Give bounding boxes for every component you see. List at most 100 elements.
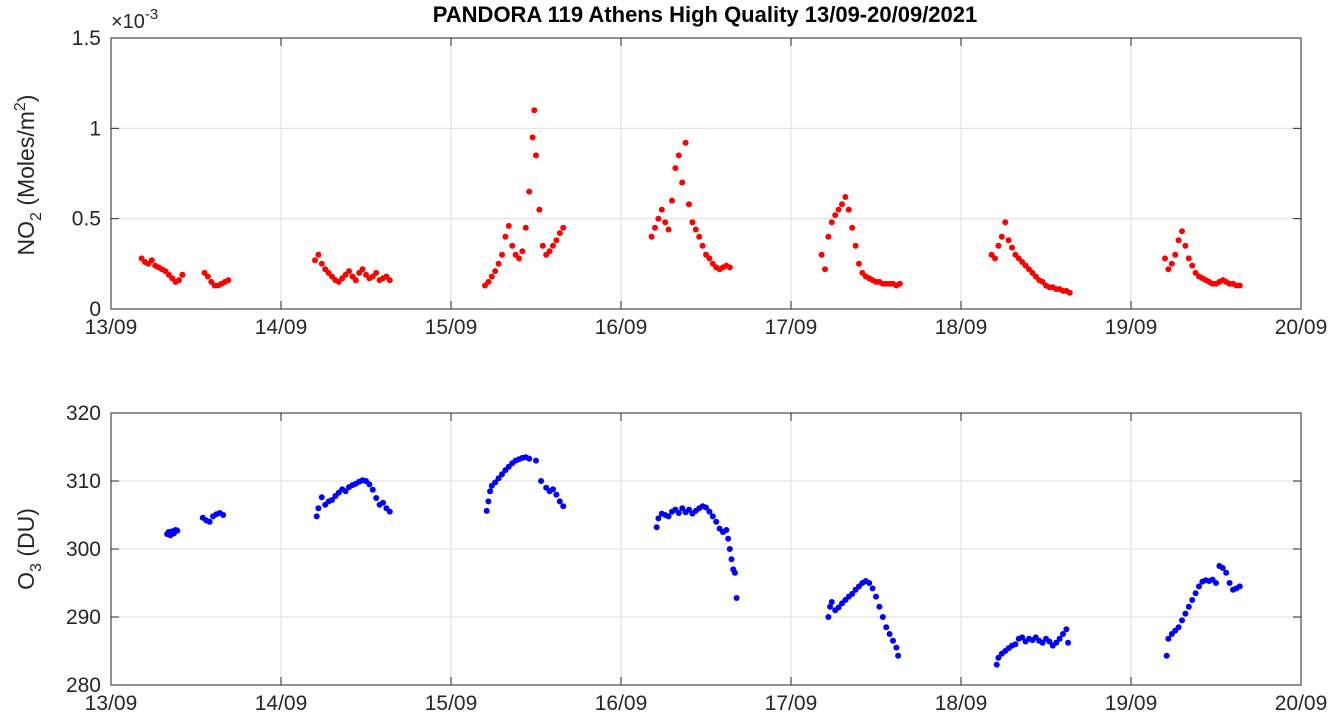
data-point [366,481,373,488]
data-point [818,251,825,258]
data-point [329,497,335,503]
data-point [352,277,359,284]
data-point [893,644,900,651]
data-point [516,255,522,262]
data-series [138,107,1243,296]
data-point [725,535,732,542]
data-point [845,206,852,213]
data-point [849,224,856,231]
data-point [526,188,533,195]
data-point [225,277,232,284]
data-point [1182,242,1189,249]
axes-box [110,37,1302,310]
data-point [665,513,672,520]
data-point [556,230,563,237]
data-point [675,510,682,516]
data-point [509,242,516,249]
data-point [822,266,828,273]
data-point [835,206,842,213]
data-point [1189,262,1196,269]
y-tick-label: 1 [89,117,101,140]
data-point [1163,652,1170,659]
data-point [312,257,318,264]
data-point [653,524,660,531]
data-point [706,508,713,515]
y-exponent-label: ×10-3 [111,6,158,33]
data-point [560,503,567,510]
data-point [1009,244,1015,251]
data-point [495,260,502,267]
data-point [662,219,669,226]
x-tick-label: 17/09 [765,692,818,715]
x-tick-label: 13/09 [85,316,138,339]
data-point [492,268,499,275]
data-point [485,498,492,505]
data-point [359,266,366,273]
data-point [536,206,543,213]
data-point [873,593,879,600]
data-point [699,242,706,249]
data-point [315,505,322,512]
data-point [686,506,692,513]
data-point [1056,635,1063,642]
data-point [538,478,545,484]
data-point [896,280,903,287]
data-point [220,512,227,518]
y-tick-label: 300 [66,538,101,561]
o3-panel: 13/09 14/09 15/09 16/09 17/09 18/09 19/09 20/09… [13,402,1327,715]
data-point [1060,631,1066,637]
data-point [728,556,735,563]
data-point [386,277,393,284]
data-point [206,518,213,525]
data-point [1066,289,1073,296]
data-point [655,215,662,222]
data-point [499,471,505,478]
x-tick-label: 19/09 [1105,692,1158,715]
data-point [1223,569,1230,576]
data-point [828,219,835,226]
data-point [1172,251,1179,258]
data-point [1175,237,1182,244]
data-point [679,179,686,186]
data-point [1168,260,1175,267]
data-point [856,260,862,267]
data-point [672,165,679,172]
data-point [492,479,499,486]
data-point [502,233,509,240]
data-point [706,255,713,262]
data-point [726,264,733,271]
x-tick-label: 15/09 [425,316,478,339]
y-tick-label: 1.5 [72,27,101,50]
data-point [995,242,1002,249]
data-point [890,637,896,644]
data-point [992,255,998,262]
data-point [487,488,494,495]
x-tick-label: 19/09 [1105,316,1158,339]
data-point [1236,583,1243,590]
data-point [318,260,325,267]
data-point [560,224,567,231]
data-point [883,624,890,631]
data-point [828,599,835,605]
data-point [1189,597,1196,603]
x-tick-label: 13/09 [85,692,138,715]
data-point [1213,580,1219,586]
data-point [825,614,832,620]
data-point [553,491,560,498]
data-point [1179,617,1185,624]
data-point [665,226,672,233]
no2-panel: 13/09 14/09 15/09 16/09 17/09 18/09 19/09 20/09… [12,6,1327,339]
data-point [825,233,832,240]
data-point [669,197,675,204]
data-point [879,614,886,620]
y-tick-label: 320 [66,402,101,425]
data-point [1165,266,1172,273]
data-point [679,505,686,512]
y-tick-label: 0.5 [72,208,101,231]
y-tick-label: 280 [66,674,101,697]
data-point [686,201,692,208]
data-point [703,504,709,511]
data-point [713,518,720,525]
data-point [1192,590,1199,597]
data-point [1175,624,1182,631]
